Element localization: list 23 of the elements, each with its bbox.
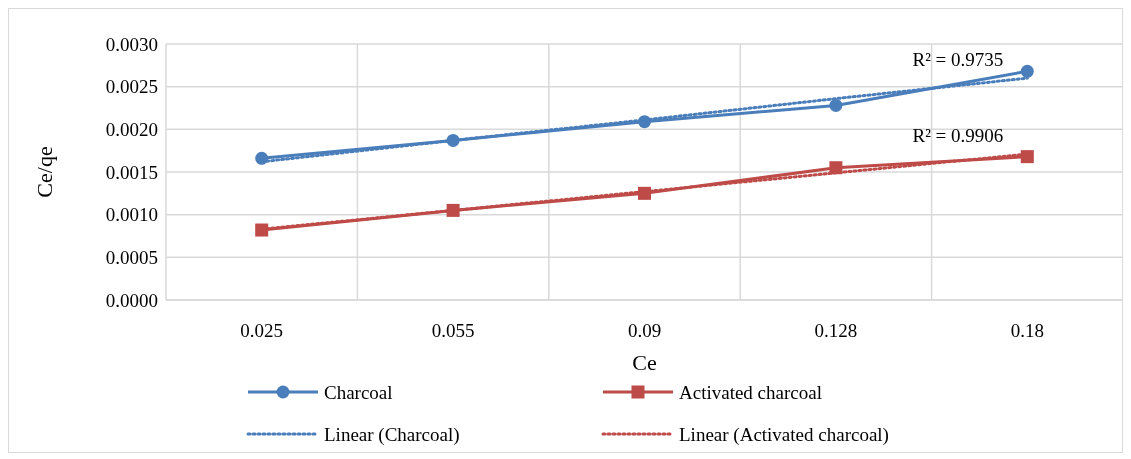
point xyxy=(1020,64,1034,78)
y-tick-label: 0.0020 xyxy=(105,118,158,140)
legend-label: Activated charcoal xyxy=(679,381,822,403)
annotation: R² = 0.9906 xyxy=(912,125,1004,147)
legend-label: Linear (Charcoal) xyxy=(324,423,460,446)
x-tick-label: 0.055 xyxy=(431,320,475,341)
y-tick-label: 0.0010 xyxy=(105,204,158,226)
point xyxy=(1020,150,1034,164)
y-axis-title: Ce/qe xyxy=(32,146,57,198)
y-tick-label: 0.0025 xyxy=(105,76,158,98)
y-tick-label: 0.0000 xyxy=(105,289,158,311)
x-axis-title: Ce xyxy=(632,350,657,375)
y-tick-label: 0.0015 xyxy=(105,161,158,183)
y-tick-label: 0.0005 xyxy=(105,246,158,268)
annotation: R² = 0.9735 xyxy=(912,49,1004,71)
x-tick-label: 0.128 xyxy=(814,320,858,341)
y-tick-label: 0.0030 xyxy=(105,33,158,55)
point xyxy=(829,98,843,112)
legend-label: Charcoal xyxy=(324,381,393,403)
x-tick-label: 0.09 xyxy=(627,320,662,341)
x-tick-label: 0.18 xyxy=(1010,320,1044,341)
x-tick-label: 0.025 xyxy=(240,320,284,341)
legend-label: Linear (Activated charcoal) xyxy=(679,423,889,446)
